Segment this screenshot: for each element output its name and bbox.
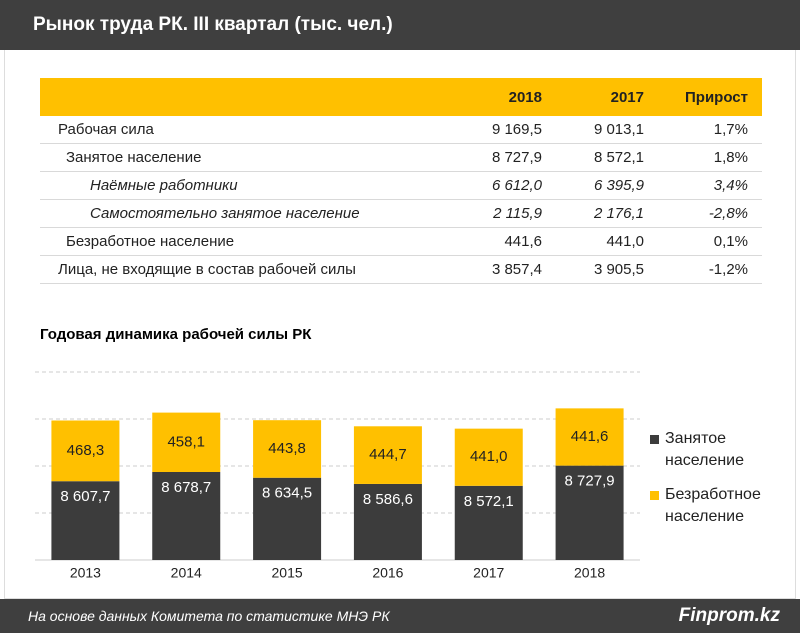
x-tick-label: 2017 [473, 565, 504, 581]
bar-segment [555, 408, 624, 466]
header-title: Рынок труда РК. III квартал (тыс. чел.) [0, 0, 800, 50]
value-cell: 1,8% [658, 143, 762, 172]
row-label: Рабочая сила [40, 116, 454, 144]
row-label: Самостоятельно занятое население [40, 199, 454, 228]
row-label: Лица, не входящие в состав рабочей силы [40, 255, 454, 284]
x-tick-label: 2014 [171, 565, 202, 581]
data-table: 2018 2017 Прирост Рабочая сила 9 169,5 9 013,… [40, 78, 762, 284]
header-row: 2018 2017 Прирост [40, 78, 762, 116]
column-header: Прирост [658, 78, 762, 116]
chart-title: Годовая динамика рабочей силы РК [40, 326, 312, 343]
row-label: Безработное население [40, 227, 454, 256]
bar-segment [51, 420, 120, 482]
value-cell: 8 727,9 [454, 143, 556, 172]
value-cell: 2 176,1 [556, 199, 658, 228]
table-row: Безработное население 441,6 441,0 0,1% [40, 227, 762, 256]
value-cell: -2,8% [658, 199, 762, 228]
legend-swatch [650, 435, 659, 444]
legend-label: Безработное население [665, 486, 761, 525]
value-cell: 6 612,0 [454, 171, 556, 200]
bar-segment [253, 420, 322, 478]
bar-segment [454, 485, 523, 560]
bar-segment [454, 428, 523, 486]
table-row: Занятое население 8 727,9 8 572,1 1,8% [40, 143, 762, 172]
row-label: Наёмные работники [40, 171, 454, 200]
value-cell: 3 857,4 [454, 255, 556, 284]
value-cell: 0,1% [658, 227, 762, 256]
value-cell: 8 572,1 [556, 143, 658, 172]
row-label: Занятое население [40, 143, 454, 172]
value-label: 441,0 [470, 448, 508, 465]
value-cell: 6 395,9 [556, 171, 658, 200]
chart: Годовая динамика рабочей силы РК 8 607,7… [35, 326, 640, 581]
value-cell: 3,4% [658, 171, 762, 200]
value-cell: 9 169,5 [454, 116, 556, 144]
value-label: 468,3 [67, 442, 105, 459]
value-label: 458,1 [167, 433, 205, 450]
value-cell: -1,2% [658, 255, 762, 284]
x-tick-label: 2018 [574, 565, 605, 581]
value-cell: 9 013,1 [556, 116, 658, 144]
value-cell: 3 905,5 [556, 255, 658, 284]
bar-segment [152, 412, 221, 473]
value-label: 8 572,1 [464, 493, 514, 510]
value-cell: 2 115,9 [454, 199, 556, 228]
bar-segment [555, 465, 624, 560]
column-header: 2018 [454, 78, 556, 116]
table-row: Самостоятельно занятое население 2 115,9 2… [40, 199, 762, 228]
frame [4, 50, 796, 599]
column-header: 2017 [556, 78, 658, 116]
x-tick-label: 2013 [70, 565, 101, 581]
table-row: Лица, не входящие в состав рабочей силы 3… [40, 255, 762, 284]
value-cell: 441,0 [556, 227, 658, 256]
footer: На основе данных Комитета по статистике … [0, 599, 800, 633]
value-label: 8 678,7 [161, 479, 211, 496]
bar-segment [152, 472, 221, 560]
value-label: 443,8 [268, 440, 306, 457]
value-label: 8 607,7 [60, 488, 110, 505]
brand: Finprom.kz [678, 605, 780, 626]
x-tick-label: 2016 [372, 565, 403, 581]
bar-segment [51, 481, 120, 560]
value-label: 8 727,9 [565, 473, 615, 490]
legend-label: Занятое население [665, 430, 745, 469]
value-label: 8 586,6 [363, 491, 413, 508]
header-cell [40, 78, 454, 116]
x-tick-label: 2015 [272, 565, 303, 581]
legend-swatch [650, 491, 659, 500]
source: На основе данных Комитета по статистике … [28, 608, 390, 624]
table-row: Наёмные работники 6 612,0 6 395,9 3,4% [40, 171, 762, 200]
bar-segment [253, 477, 322, 560]
bar-segment [353, 426, 422, 484]
value-label: 444,7 [369, 446, 407, 463]
value-cell: 441,6 [454, 227, 556, 256]
table-row: Рабочая сила 9 169,5 9 013,1 1,7% [40, 116, 762, 144]
value-label: 8 634,5 [262, 485, 312, 502]
value-cell: 1,7% [658, 116, 762, 144]
value-label: 441,6 [571, 428, 609, 445]
bar-segment [353, 483, 422, 560]
